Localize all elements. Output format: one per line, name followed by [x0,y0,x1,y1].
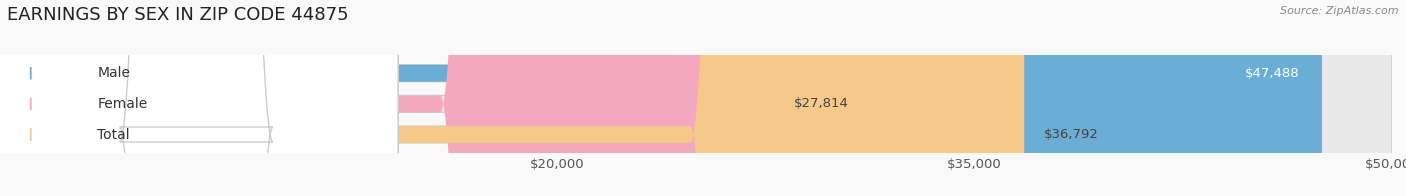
Text: Total: Total [97,128,131,142]
FancyBboxPatch shape [0,0,398,196]
Text: $36,792: $36,792 [1043,128,1098,141]
Text: Female: Female [97,97,148,111]
Text: $27,814: $27,814 [794,97,849,110]
Text: Male: Male [97,66,131,80]
Text: Source: ZipAtlas.com: Source: ZipAtlas.com [1281,6,1399,16]
FancyBboxPatch shape [0,0,398,196]
Text: EARNINGS BY SEX IN ZIP CODE 44875: EARNINGS BY SEX IN ZIP CODE 44875 [7,6,349,24]
FancyBboxPatch shape [0,0,1024,196]
Text: $47,488: $47,488 [1246,67,1299,80]
FancyBboxPatch shape [0,0,398,196]
FancyBboxPatch shape [0,0,775,196]
FancyBboxPatch shape [0,0,1322,196]
